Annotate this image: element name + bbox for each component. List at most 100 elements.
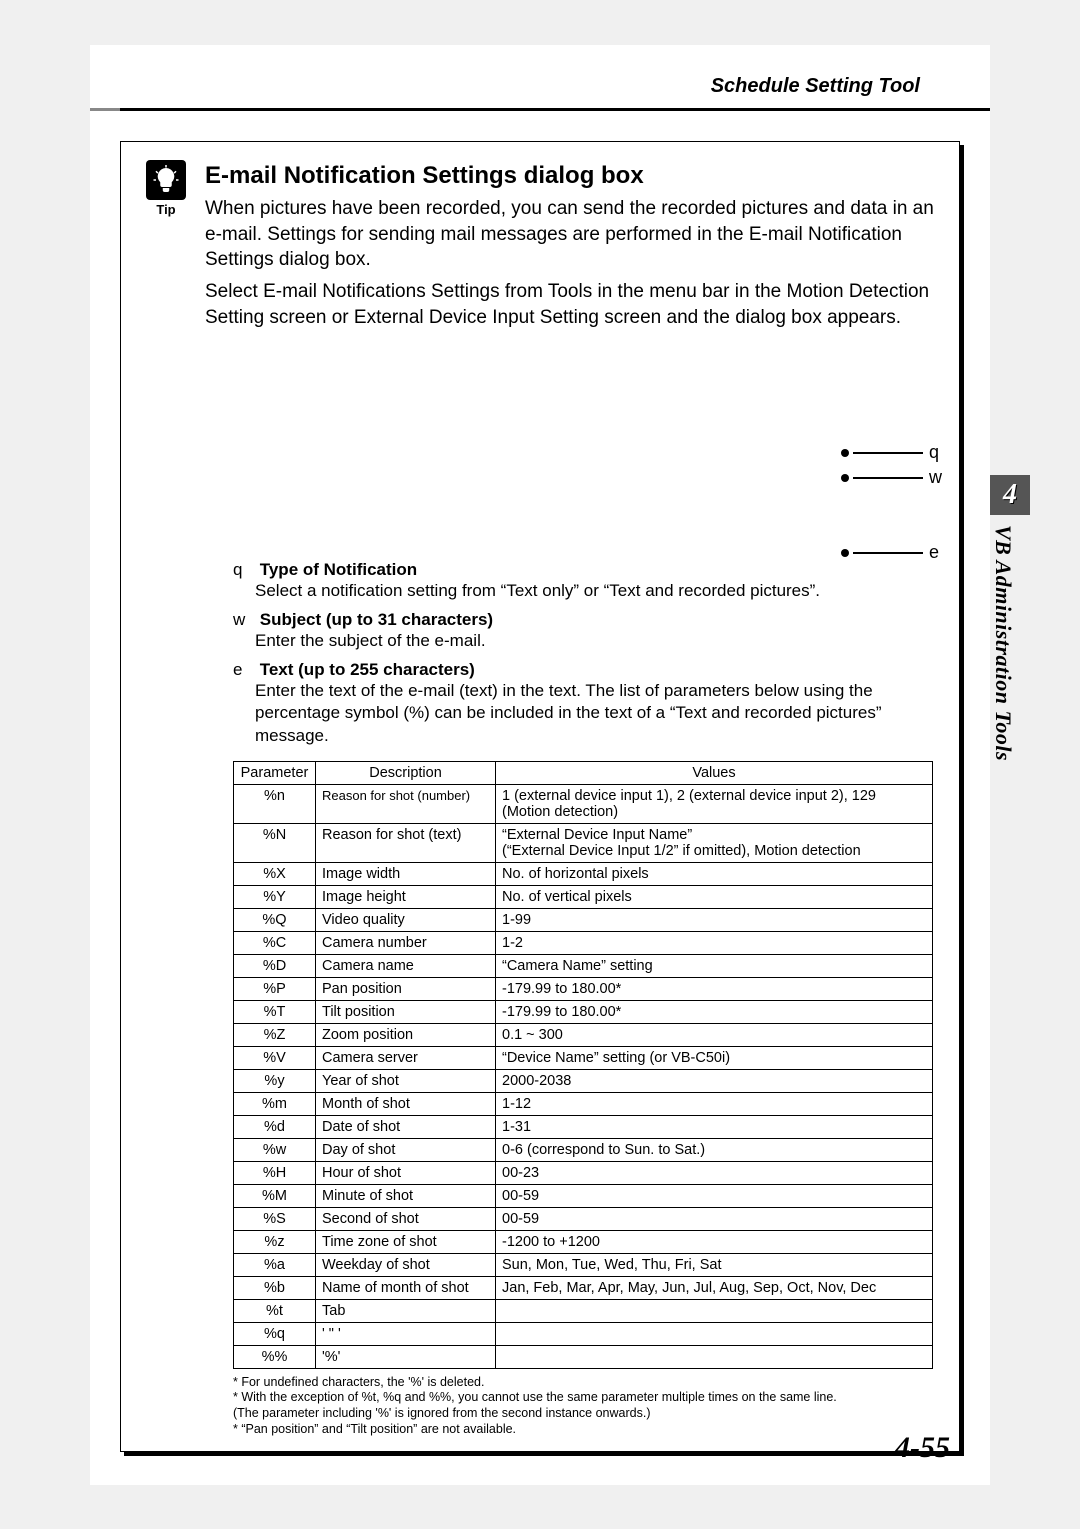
pointer-dot (841, 474, 849, 482)
cell-values: “External Device Input Name” (“External … (496, 823, 933, 862)
cell-parameter: %S (234, 1207, 316, 1230)
intro-p1: When pictures have been recorded, you ca… (205, 196, 937, 273)
table-row: %YImage heightNo. of vertical pixels (234, 885, 933, 908)
cell-parameter: %n (234, 784, 316, 823)
table-row: %nReason for shot (number)1 (external de… (234, 784, 933, 823)
pointer-dot (841, 449, 849, 457)
param-head-w: Subject (up to 31 characters) (260, 610, 493, 629)
cell-parameter: %X (234, 862, 316, 885)
param-e: e Text (up to 255 characters) Enter the … (233, 660, 937, 746)
table-row: %dDate of shot1-31 (234, 1115, 933, 1138)
cell-parameter: %M (234, 1184, 316, 1207)
cell-description: Time zone of shot (316, 1230, 496, 1253)
table-row: %%'%' (234, 1345, 933, 1368)
param-w: w Subject (up to 31 characters) Enter th… (233, 610, 937, 652)
cell-parameter: %Q (234, 908, 316, 931)
cell-values: No. of vertical pixels (496, 885, 933, 908)
cell-parameter: %d (234, 1115, 316, 1138)
cell-description: Image height (316, 885, 496, 908)
table-row: %MMinute of shot00-59 (234, 1184, 933, 1207)
cell-values: 1-99 (496, 908, 933, 931)
page-frame: Schedule Setting Tool Tip E-mail Notific… (90, 45, 990, 1485)
table-row: %VCamera server“Device Name” setting (or… (234, 1046, 933, 1069)
param-mark-e: e (233, 660, 255, 680)
cell-description: Camera name (316, 954, 496, 977)
pointer-line (853, 552, 923, 554)
cell-parameter: %b (234, 1276, 316, 1299)
cell-values: 1 (external device input 1), 2 (external… (496, 784, 933, 823)
footnotes: * For undefined characters, the '%' is d… (233, 1375, 937, 1438)
table-row: %mMonth of shot1-12 (234, 1092, 933, 1115)
cell-description: Hour of shot (316, 1161, 496, 1184)
table-row: %QVideo quality1-99 (234, 908, 933, 931)
cell-values: 0.1 ~ 300 (496, 1023, 933, 1046)
cell-description: Pan position (316, 977, 496, 1000)
table-row: %XImage widthNo. of horizontal pixels (234, 862, 933, 885)
cell-description: Name of month of shot (316, 1276, 496, 1299)
cell-values: 1-12 (496, 1092, 933, 1115)
chapter-num: 4 (990, 475, 1030, 515)
cell-values: “Device Name” setting (or VB-C50i) (496, 1046, 933, 1069)
cell-values: No. of horizontal pixels (496, 862, 933, 885)
footnote-3: (The parameter including '%' is ignored … (233, 1406, 937, 1422)
table-row: %CCamera number1-2 (234, 931, 933, 954)
pointer-dot (841, 549, 849, 557)
th-description: Description (316, 761, 496, 784)
page-header: Schedule Setting Tool (90, 45, 990, 108)
cell-values: Jan, Feb, Mar, Apr, May, Jun, Jul, Aug, … (496, 1276, 933, 1299)
cell-values: 00-23 (496, 1161, 933, 1184)
cell-description: Year of shot (316, 1069, 496, 1092)
table-row: %PPan position-179.99 to 180.00* (234, 977, 933, 1000)
cell-description: ' " ' (316, 1322, 496, 1345)
cell-parameter: %Y (234, 885, 316, 908)
cell-description: Reason for shot (number) (316, 784, 496, 823)
pointer-line (853, 452, 923, 454)
cell-parameter: %t (234, 1299, 316, 1322)
cell-values: 1-31 (496, 1115, 933, 1138)
cell-values: 2000-2038 (496, 1069, 933, 1092)
th-values: Values (496, 761, 933, 784)
cell-values (496, 1345, 933, 1368)
cell-values: -1200 to +1200 (496, 1230, 933, 1253)
pointer-q: q (841, 442, 961, 463)
cell-parameter: %m (234, 1092, 316, 1115)
cell-description: Tilt position (316, 1000, 496, 1023)
cell-description: '%' (316, 1345, 496, 1368)
table-row: %zTime zone of shot-1200 to +1200 (234, 1230, 933, 1253)
cell-parameter: %Z (234, 1023, 316, 1046)
table-row: %ZZoom position0.1 ~ 300 (234, 1023, 933, 1046)
cell-parameter: %H (234, 1161, 316, 1184)
cell-parameter: %N (234, 823, 316, 862)
cell-values: 1-2 (496, 931, 933, 954)
table-row: %q' " ' (234, 1322, 933, 1345)
pointer-diagram: q w e (841, 442, 961, 567)
cell-parameter: %w (234, 1138, 316, 1161)
cell-values: 00-59 (496, 1184, 933, 1207)
chapter-text: VB Administration Tools (990, 515, 1016, 761)
cell-parameter: %C (234, 931, 316, 954)
param-mark-w: w (233, 610, 255, 630)
pointer-label-e: e (929, 542, 939, 563)
param-block: q Type of Notification Select a notifica… (233, 560, 937, 746)
cell-description: Zoom position (316, 1023, 496, 1046)
side-tab: 4 VB Administration Tools (990, 475, 1030, 761)
table-row: %bName of month of shotJan, Feb, Mar, Ap… (234, 1276, 933, 1299)
cell-values: Sun, Mon, Tue, Wed, Thu, Fri, Sat (496, 1253, 933, 1276)
table-row: %yYear of shot2000-2038 (234, 1069, 933, 1092)
cell-parameter: %P (234, 977, 316, 1000)
table-row: %NReason for shot (text)“External Device… (234, 823, 933, 862)
cell-parameter: %q (234, 1322, 316, 1345)
header-rule (90, 108, 990, 111)
intro-p2: Select E-mail Notifications Settings fro… (205, 279, 937, 330)
cell-values: -179.99 to 180.00* (496, 1000, 933, 1023)
main-text: E-mail Notification Settings dialog box … (205, 162, 937, 330)
cell-description: Second of shot (316, 1207, 496, 1230)
cell-values (496, 1322, 933, 1345)
table-row: %DCamera name“Camera Name” setting (234, 954, 933, 977)
table-row: %HHour of shot00-23 (234, 1161, 933, 1184)
cell-description: Camera server (316, 1046, 496, 1069)
table-row: %aWeekday of shotSun, Mon, Tue, Wed, Thu… (234, 1253, 933, 1276)
param-desc-q: Select a notification setting from “Text… (255, 580, 937, 602)
cell-values: 0-6 (correspond to Sun. to Sat.) (496, 1138, 933, 1161)
cell-description: Video quality (316, 908, 496, 931)
